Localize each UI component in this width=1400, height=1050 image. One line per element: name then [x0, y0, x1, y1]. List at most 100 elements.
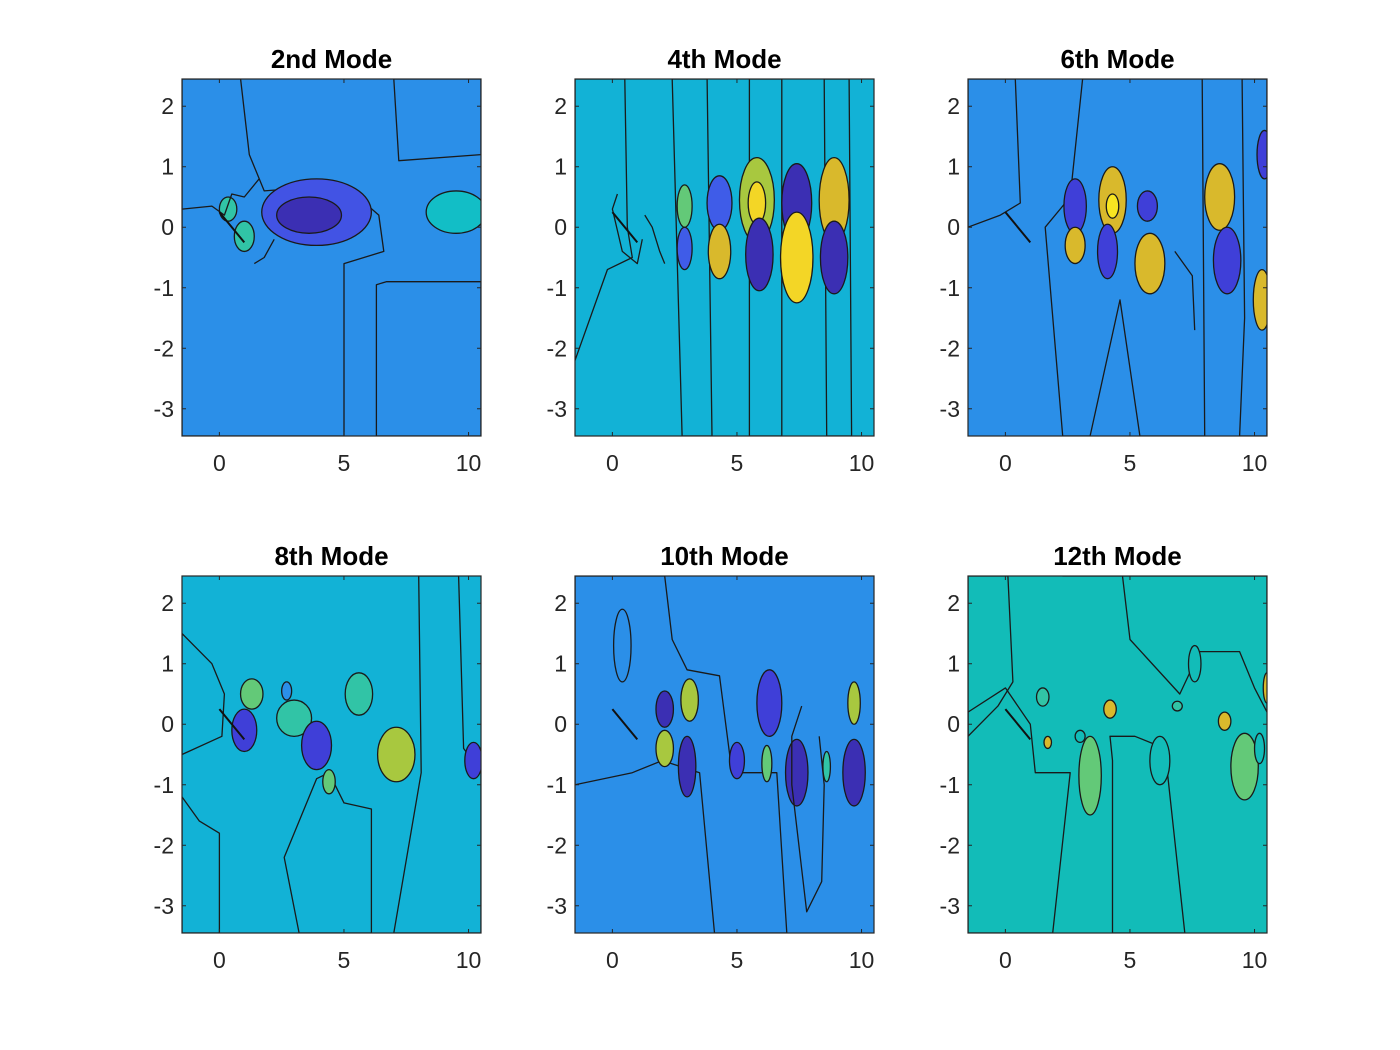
x-tick-label: 5: [1124, 947, 1137, 973]
y-tick-label: -2: [547, 832, 567, 858]
body-marker: [611, 211, 639, 244]
contour-blob-4: [756, 669, 783, 737]
axes-frame: [181, 78, 482, 437]
y-tick-label: 1: [161, 651, 174, 677]
contour-blob-5: [218, 196, 238, 222]
y-tick-label: 2: [947, 93, 960, 119]
y-tick-label: 1: [554, 651, 567, 677]
contour-blob-2: [281, 681, 293, 701]
contour-region-2: [1044, 79, 1206, 436]
contour-blob-10: [842, 738, 866, 807]
contour-blob-3: [1043, 735, 1053, 750]
y-tick-label: -2: [154, 335, 174, 361]
contour-blob-5: [1204, 163, 1236, 231]
contour-blob-3: [680, 678, 699, 722]
y-tick-label: -2: [547, 335, 567, 361]
contour-line-1: [644, 214, 666, 264]
x-tick-label: 0: [999, 947, 1012, 973]
contour-area: [968, 576, 1267, 933]
y-tick-label: -1: [547, 772, 567, 798]
mode-panel-2: 4th Mode 0 5 10 -3 -2 -1 0 1 2: [547, 44, 875, 476]
contour-blob-2: [276, 196, 343, 234]
y-tick-label: 0: [554, 711, 567, 737]
contour-line-1: [791, 705, 825, 913]
contour-blob-3: [1105, 193, 1120, 219]
contour-region-1: [575, 576, 788, 933]
contour-blob-12: [1253, 732, 1266, 765]
contour-blob-3: [747, 181, 767, 225]
contour-region-1: [968, 576, 1014, 737]
contour-area: [182, 576, 481, 933]
y-tick-label: 0: [161, 711, 174, 737]
mode-panel-3: 6th Mode 0 5 10 -3 -2 -1 0 1 2: [940, 44, 1268, 476]
x-tick-label: 10: [456, 450, 482, 476]
contour-blob-4: [300, 720, 333, 771]
y-tick-label: -1: [940, 772, 960, 798]
x-tick-label: 5: [1124, 450, 1137, 476]
y-tick-label: 1: [161, 154, 174, 180]
contour-region-3: [393, 576, 481, 933]
contour-blob-1: [1063, 178, 1088, 234]
x-tick-label: 10: [849, 947, 875, 973]
y-tick-label: -3: [154, 893, 174, 919]
contour-blob-10: [676, 184, 693, 228]
y-tick-label: -3: [547, 893, 567, 919]
mode-panel-1: 2nd Mode 0 5 10 -3 -2 -1 0 1 2: [154, 44, 482, 476]
contour-blob-8: [1134, 232, 1166, 295]
contour-region-1: [182, 79, 385, 436]
contour-blob-6: [376, 726, 416, 783]
y-tick-label: -2: [940, 335, 960, 361]
contour-blob-8: [464, 741, 481, 780]
y-tick-label: -3: [547, 396, 567, 422]
panel-title: 12th Mode: [1053, 541, 1182, 571]
y-tick-label: 2: [161, 93, 174, 119]
mode-panel-5: 10th Mode 0 5 10 -3 -2 -1 0 1 2: [547, 541, 875, 973]
contour-blob-1: [239, 678, 264, 710]
panel-title: 8th Mode: [274, 541, 388, 571]
contour-region-2: [968, 687, 1071, 933]
contour-area: [182, 79, 481, 436]
contour-blob-8: [779, 211, 814, 304]
x-tick-label: 10: [1242, 947, 1268, 973]
contour-blob-2: [655, 690, 675, 728]
contour-blob-3: [276, 699, 313, 737]
contour-blob-6: [1078, 735, 1102, 816]
contour-blob-7: [1149, 735, 1171, 786]
contour-background: [968, 576, 1267, 933]
contour-blob-8: [728, 741, 746, 780]
body-marker: [1004, 708, 1032, 741]
y-tick-label: 2: [161, 590, 174, 616]
contour-blob-7: [745, 217, 774, 292]
x-tick-label: 5: [338, 947, 351, 973]
contour-blob-5: [847, 681, 861, 725]
x-tick-label: 10: [456, 947, 482, 973]
contour-blob-1: [1103, 699, 1117, 719]
panel-title: 6th Mode: [1060, 44, 1174, 74]
contour-blob-9: [819, 220, 849, 295]
contour-region-4: [182, 796, 221, 933]
contour-region-3: [1062, 576, 1267, 713]
y-tick-label: -3: [154, 396, 174, 422]
y-tick-label: -2: [940, 832, 960, 858]
contour-line-2: [611, 193, 643, 265]
contour-blob-9: [1212, 226, 1242, 295]
contour-blob-5: [1171, 700, 1183, 712]
contour-region-2: [671, 79, 713, 436]
body-marker: [611, 708, 639, 741]
y-tick-label: 2: [947, 590, 960, 616]
axes-frame: [967, 575, 1268, 934]
contour-blob-6: [707, 223, 732, 280]
contour-blob-1: [706, 175, 733, 231]
x-tick-label: 10: [849, 450, 875, 476]
contour-blob-7: [677, 735, 697, 798]
y-tick-label: -1: [154, 772, 174, 798]
contour-line-2: [253, 238, 275, 265]
contour-region-2: [375, 281, 481, 436]
contour-blob-7: [1096, 223, 1119, 280]
y-tick-label: 1: [947, 154, 960, 180]
contour-region-1: [575, 79, 633, 362]
contour-blob-4: [1136, 190, 1159, 222]
contour-blob-6: [1064, 226, 1086, 265]
axes-frame: [967, 78, 1268, 437]
